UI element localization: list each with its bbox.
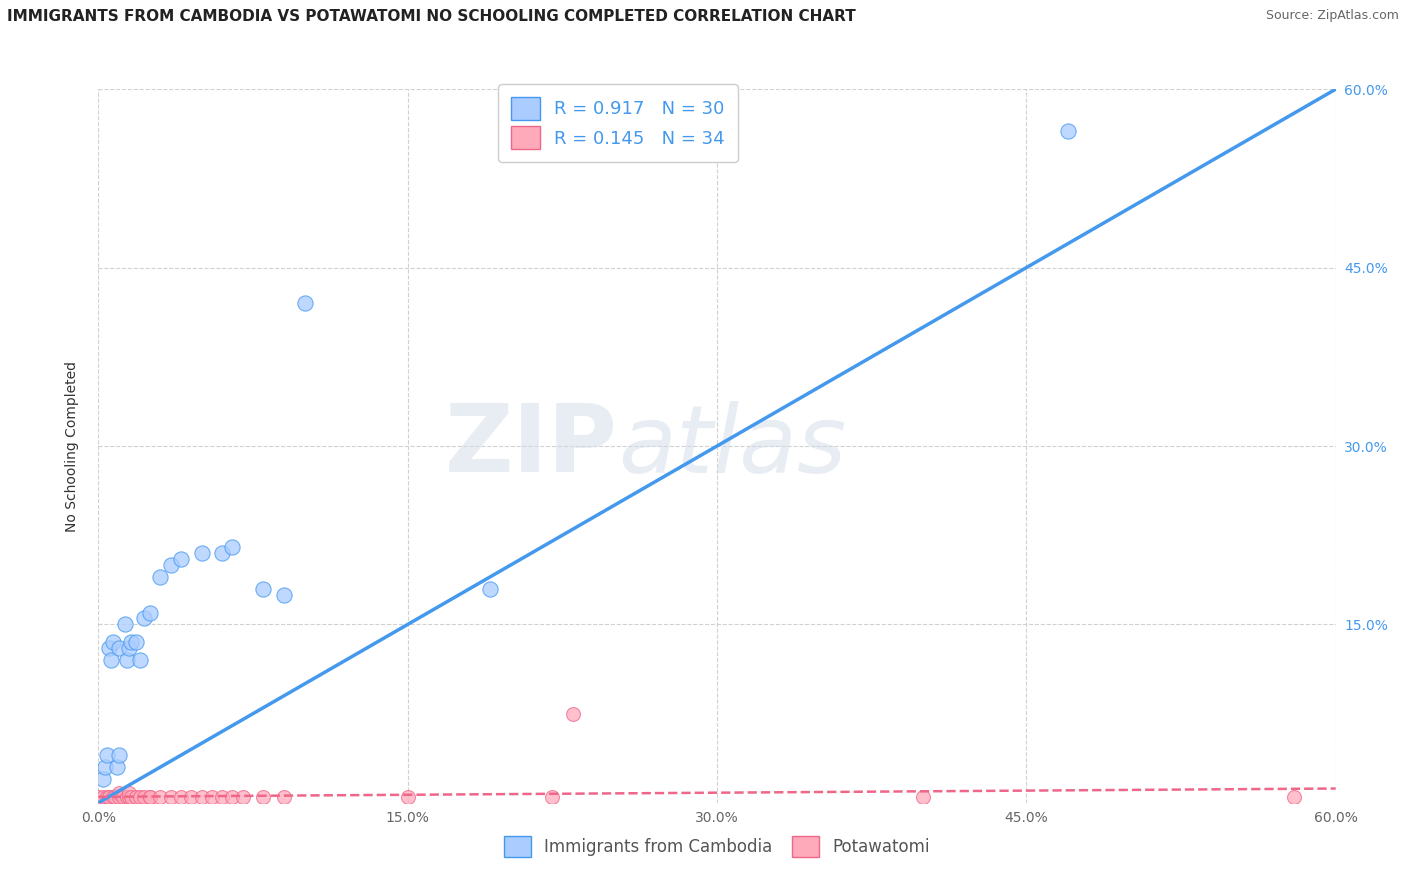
Point <box>139 606 162 620</box>
Legend: Immigrants from Cambodia, Potawatomi: Immigrants from Cambodia, Potawatomi <box>496 828 938 866</box>
Point <box>139 789 162 804</box>
Point <box>149 570 172 584</box>
Point <box>139 789 162 804</box>
Point <box>912 789 935 804</box>
Point <box>190 546 212 560</box>
Point <box>117 789 139 804</box>
Point <box>170 789 193 804</box>
Point <box>221 540 243 554</box>
Point <box>91 772 114 786</box>
Point <box>479 582 502 596</box>
Point <box>232 789 254 804</box>
Text: atlas: atlas <box>619 401 846 491</box>
Point <box>108 641 131 656</box>
Point <box>190 789 212 804</box>
Point <box>294 296 316 310</box>
Point <box>117 653 139 667</box>
Point <box>97 789 120 804</box>
Point <box>91 789 114 804</box>
Point <box>561 706 583 721</box>
Point <box>128 653 150 667</box>
Point <box>132 611 155 625</box>
Point <box>118 789 141 804</box>
Point <box>124 635 146 649</box>
Text: IMMIGRANTS FROM CAMBODIA VS POTAWATOMI NO SCHOOLING COMPLETED CORRELATION CHART: IMMIGRANTS FROM CAMBODIA VS POTAWATOMI N… <box>7 9 856 24</box>
Point <box>211 546 233 560</box>
Point <box>396 789 419 804</box>
Point <box>114 617 136 632</box>
Point <box>149 789 172 804</box>
Text: ZIP: ZIP <box>446 400 619 492</box>
Point <box>101 635 124 649</box>
Point <box>104 789 127 804</box>
Point <box>132 789 155 804</box>
Point <box>108 786 131 800</box>
Point <box>112 789 135 804</box>
Point <box>273 789 295 804</box>
Point <box>1056 124 1078 138</box>
Point <box>221 789 243 804</box>
Point <box>541 789 564 804</box>
Point <box>101 789 124 804</box>
Point <box>87 789 110 804</box>
Point <box>180 789 202 804</box>
Point <box>112 789 135 804</box>
Point <box>273 588 295 602</box>
Point <box>159 558 181 572</box>
Text: Source: ZipAtlas.com: Source: ZipAtlas.com <box>1265 9 1399 22</box>
Point <box>170 552 193 566</box>
Point <box>105 760 128 774</box>
Point <box>97 641 120 656</box>
Point <box>100 653 122 667</box>
Point <box>201 789 224 804</box>
Y-axis label: No Schooling Completed: No Schooling Completed <box>65 360 79 532</box>
Point <box>1284 789 1306 804</box>
Point <box>93 760 115 774</box>
Point <box>118 641 141 656</box>
Point <box>118 786 141 800</box>
Point <box>211 789 233 804</box>
Point <box>108 748 131 763</box>
Point <box>96 789 118 804</box>
Point <box>252 789 274 804</box>
Point <box>252 582 274 596</box>
Point <box>120 789 142 804</box>
Point <box>128 789 150 804</box>
Point <box>104 789 127 804</box>
Point <box>108 789 131 804</box>
Point <box>124 789 146 804</box>
Point <box>120 635 142 649</box>
Point <box>96 748 118 763</box>
Point <box>159 789 181 804</box>
